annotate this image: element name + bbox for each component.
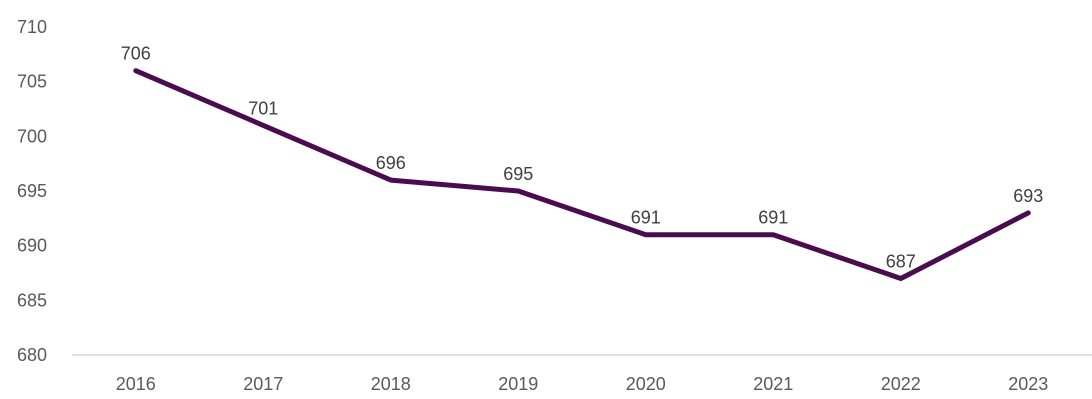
- x-tick-label: 2018: [371, 374, 411, 394]
- x-tick-label: 2016: [116, 374, 156, 394]
- x-tick-label: 2021: [753, 374, 793, 394]
- y-tick-label: 700: [17, 126, 47, 146]
- y-tick-label: 705: [17, 72, 47, 92]
- y-tick-label: 690: [17, 236, 47, 256]
- x-tick-label: 2022: [881, 374, 921, 394]
- data-label: 691: [631, 208, 661, 228]
- y-axis: 680 685 690 695 700 705 710: [17, 17, 47, 365]
- x-axis: 2016 2017 2018 2019 2020 2021 2022 2023: [72, 354, 1092, 394]
- data-label: 691: [758, 208, 788, 228]
- x-tick-label: 2020: [626, 374, 666, 394]
- series-line: [133, 68, 1031, 281]
- x-tick-label: 2019: [498, 374, 538, 394]
- data-label: 687: [886, 251, 916, 271]
- data-label: 696: [376, 153, 406, 173]
- data-label: 706: [121, 44, 151, 64]
- data-label: 693: [1013, 186, 1043, 206]
- y-tick-label: 685: [17, 290, 47, 310]
- y-tick-label: 680: [17, 345, 47, 365]
- series-group: [133, 68, 1031, 281]
- data-label: 701: [248, 98, 278, 118]
- data-labels: 706 701 696 695 691 691 687 693: [121, 44, 1044, 272]
- x-tick-label: 2017: [243, 374, 283, 394]
- x-tick-label: 2023: [1008, 374, 1048, 394]
- data-label: 695: [503, 164, 533, 184]
- y-tick-label: 695: [17, 181, 47, 201]
- y-tick-label: 710: [17, 17, 47, 37]
